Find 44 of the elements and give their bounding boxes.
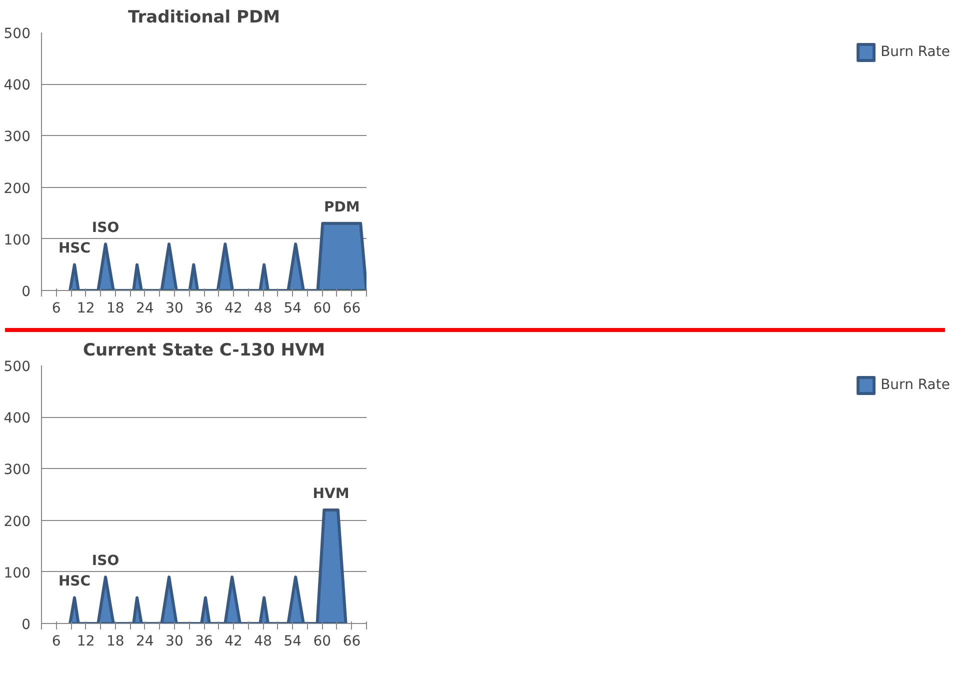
y-tick-label: 100 [4, 232, 31, 248]
x-tick-label: 42 [224, 300, 242, 316]
x-tick-label: 6 [52, 300, 61, 316]
y-tick-label: 300 [4, 462, 31, 478]
y-tick-label: 200 [4, 514, 31, 530]
x-tick-label: 48 [254, 634, 272, 650]
annotation: ISO [92, 220, 120, 236]
y-tick-label: 0 [22, 617, 31, 633]
x-tick-label: 66 [342, 634, 361, 650]
annotation: ISO [92, 553, 120, 570]
x-tick-label: 36 [195, 300, 213, 316]
y-tick-label: 200 [4, 180, 31, 197]
annotation: PDM [324, 199, 360, 216]
y-tick-label: 300 [4, 129, 31, 146]
x-tick-label: 54 [284, 300, 302, 316]
chart-title: Traditional PDM [128, 8, 280, 28]
x-tick-label: 12 [76, 300, 95, 316]
annotation: HSC [58, 574, 91, 590]
legend-label: Burn Rate [880, 44, 950, 60]
x-tick-label: 48 [254, 300, 272, 316]
x-tick-label: 42 [224, 634, 242, 650]
x-tick-label: 36 [195, 634, 213, 650]
x-tick-label: 24 [136, 634, 154, 650]
x-tick-label: 30 [166, 634, 184, 650]
x-tick-label: 24 [136, 300, 154, 316]
chart-title: Current State C-130 HVM [82, 340, 326, 360]
x-tick-label: 12 [76, 634, 95, 650]
y-tick-label: 500 [4, 26, 31, 42]
x-tick-label: 6 [52, 634, 61, 650]
x-tick-label: 60 [313, 300, 332, 316]
x-tick-label: 30 [166, 300, 184, 316]
x-tick-label: 18 [106, 300, 124, 316]
annotation: HVM [312, 486, 350, 502]
x-tick-label: 60 [313, 634, 332, 650]
legend-label: Burn Rate [880, 377, 950, 393]
y-tick-label: 100 [4, 565, 31, 582]
y-tick-label: 400 [4, 78, 31, 94]
x-tick-label: 66 [342, 300, 361, 316]
annotation: HSC [58, 240, 91, 257]
x-tick-label: 18 [106, 634, 124, 650]
y-tick-label: 500 [4, 359, 31, 375]
y-tick-label: 0 [22, 284, 31, 300]
y-tick-label: 400 [4, 410, 31, 427]
x-tick-label: 54 [284, 634, 302, 650]
